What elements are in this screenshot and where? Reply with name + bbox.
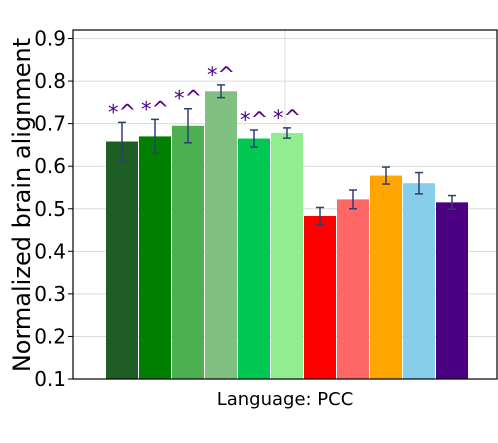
significance-annotations: *^ *^ *^*^*^ *^ [108, 63, 301, 132]
x-axis-label: Language: PCC [217, 389, 354, 410]
y-tick-label: 0.9 [34, 27, 66, 51]
bar [106, 141, 138, 379]
bar [271, 132, 303, 379]
y-tick-label: 0.2 [34, 324, 66, 348]
significance-label: *^ [174, 87, 202, 111]
bar [436, 202, 468, 379]
y-tick-label: 0.6 [34, 154, 66, 178]
y-tick-label: 0.3 [34, 282, 66, 306]
significance-label: *^ [207, 63, 235, 87]
bar [139, 136, 171, 379]
significance-label: *^ [273, 106, 301, 130]
y-tick-label: 0.8 [34, 69, 66, 93]
significance-label: *^ [141, 97, 169, 121]
bar [304, 215, 336, 379]
significance-label: *^ [240, 108, 268, 132]
significance-label: *^ [108, 100, 136, 124]
y-tick-label: 0.4 [34, 239, 66, 263]
bar [172, 125, 204, 379]
y-axis-title: Normalized brain alignment [8, 38, 36, 372]
bars-group [106, 91, 468, 379]
y-tick-label: 0.5 [34, 197, 66, 221]
y-axis-ticks: 0.1 0.2 0.3 0.4 0.5 0.6 0.7 0.8 0.9 [34, 27, 73, 391]
plot-frame [72, 29, 498, 380]
bar [238, 138, 270, 379]
bar [337, 199, 369, 379]
error-bars-group [118, 84, 456, 226]
bar [205, 91, 237, 379]
y-tick-label: 0.7 [34, 112, 66, 136]
y-tick-label: 0.1 [34, 367, 66, 391]
bar [403, 183, 435, 379]
bar [370, 175, 402, 379]
